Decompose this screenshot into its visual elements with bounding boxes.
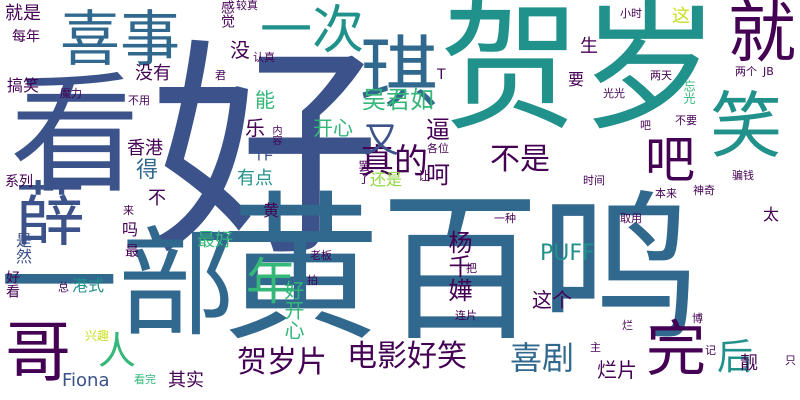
word-wangguang: 忘光: [682, 80, 696, 104]
word-ma: 吗: [122, 220, 139, 239]
word-ji: 记: [705, 344, 716, 357]
word-neirong: 内容: [270, 125, 281, 145]
word-xiao: 笑: [710, 84, 783, 168]
word-jiaozhen: 较真: [236, 0, 258, 12]
word-kanwan: 看完: [134, 373, 156, 386]
word-neng: 能: [255, 88, 275, 112]
word-shijian: 时间: [583, 174, 605, 187]
word-rang: 让: [418, 169, 431, 183]
word-lianpian: 连片: [455, 309, 477, 322]
word-gangshi: 港式: [72, 276, 105, 295]
word-zuo: 作: [255, 143, 273, 164]
word-nian: 年: [238, 255, 296, 305]
word-ba3: 吧: [640, 119, 651, 132]
word-hao: 好: [150, 21, 381, 288]
word-xiaoshi: 小时: [620, 7, 642, 20]
word-xiju: 喜剧: [510, 339, 575, 377]
word-sheng: 生: [580, 36, 598, 57]
word-laoban: 老板: [310, 249, 332, 262]
word-dianyinghaoxiao: 电影好笑: [347, 339, 467, 374]
word-quyong: 取用: [620, 212, 642, 225]
word-moli: 魔力: [60, 87, 82, 100]
word-you: 又: [363, 120, 400, 161]
word-hesuipian: 贺岁片: [237, 345, 327, 380]
word-huang: 黄: [263, 201, 280, 220]
word-buyong: 不用: [128, 94, 150, 107]
word-fiona: Fiona: [62, 370, 110, 391]
word-kan: 看: [10, 59, 141, 211]
word-youdian: 有点: [237, 168, 273, 189]
word-qishi: 其实: [168, 370, 204, 391]
word-zhende: 真的: [360, 142, 428, 182]
word-ba: 吧: [645, 131, 695, 189]
word-xianggang: 香港: [127, 138, 163, 159]
word-ren: 人: [98, 329, 137, 373]
word-meinian: 每年: [12, 29, 40, 45]
word-yici: 一次: [260, 1, 365, 61]
word-renzhen: 认真: [253, 51, 275, 64]
word-buyao: 不要: [675, 114, 697, 127]
word-ba2: 把: [466, 262, 477, 275]
word-he: 呵: [426, 161, 450, 189]
word-bushi: 不是: [490, 142, 550, 177]
word-yangqianhuan: 杨千嬅: [444, 230, 472, 302]
word-shiran: 是然: [13, 232, 32, 264]
word-zhi: 只: [785, 354, 796, 367]
word-tai: 太: [763, 205, 780, 224]
word-zhu: 主: [590, 341, 601, 354]
word-ge: 哥: [5, 314, 71, 391]
word-xishi: 喜事: [60, 5, 180, 75]
word-t: T: [437, 67, 446, 83]
word-xingqu: 兴趣: [85, 329, 110, 343]
word-puff: PUFF: [540, 241, 595, 266]
word-hesui: 贺岁: [440, 0, 721, 151]
word-bo: 博: [692, 312, 703, 325]
word-de: 得: [136, 158, 159, 183]
word-wan: 完: [646, 315, 706, 385]
word-yao: 要: [568, 70, 585, 89]
word-haokan: 好看: [4, 270, 20, 298]
word-jb: JB: [763, 65, 774, 78]
word-zhe: 这: [672, 6, 690, 27]
word-yibu: 一部: [0, 215, 237, 353]
word-meiyou: 没有: [135, 63, 171, 84]
word-hou: 后: [717, 337, 754, 378]
word-jun: 君: [215, 69, 226, 82]
word-jiu: 就: [728, 0, 797, 73]
word-zuihao: 最好: [197, 230, 233, 251]
word-lan: 烂: [622, 319, 633, 332]
word-haishi: 还是: [370, 170, 403, 189]
word-shenqi: 神奇: [693, 184, 715, 197]
word-xilie: 系列: [5, 174, 33, 190]
word-bi: 逼: [426, 116, 450, 144]
word-bu: 不: [148, 188, 166, 209]
word-haokaixin: 好开心: [281, 280, 305, 340]
word-gewei: 各位: [427, 142, 449, 155]
word-jiushi: 就是: [5, 3, 41, 24]
word-wujunru: 吴君如: [362, 86, 434, 114]
word-zhege: 这个: [532, 288, 572, 312]
word-yizhong: 一种: [494, 212, 516, 225]
word-pai: 拍: [307, 274, 318, 287]
word-qi: 琪: [360, 29, 439, 119]
word-mei: 没: [230, 38, 250, 62]
word-gaoxiao: 搞笑: [7, 76, 40, 95]
word-ganjue: 感觉: [219, 0, 235, 28]
word-liangge: 两个: [735, 65, 757, 78]
word-baile: 罢了: [357, 160, 371, 184]
word-lai: 来: [123, 204, 134, 217]
word-zui: 最: [125, 244, 139, 260]
word-zong: 总: [58, 281, 69, 294]
word-huangbaiming: 黄百鸣: [220, 176, 701, 363]
word-lanpian: 烂片: [597, 358, 637, 382]
word-xue: 薛: [15, 174, 85, 256]
word-benlai: 本来: [655, 187, 677, 200]
word-guangguang: 光光: [603, 87, 625, 100]
word-pianqian: 骗钱: [732, 169, 754, 182]
word-liang: 靓: [740, 353, 758, 374]
word-liangtian: 两天: [650, 69, 672, 82]
word-kaixin: 开心: [313, 116, 353, 140]
word-le: 乐: [245, 116, 265, 140]
